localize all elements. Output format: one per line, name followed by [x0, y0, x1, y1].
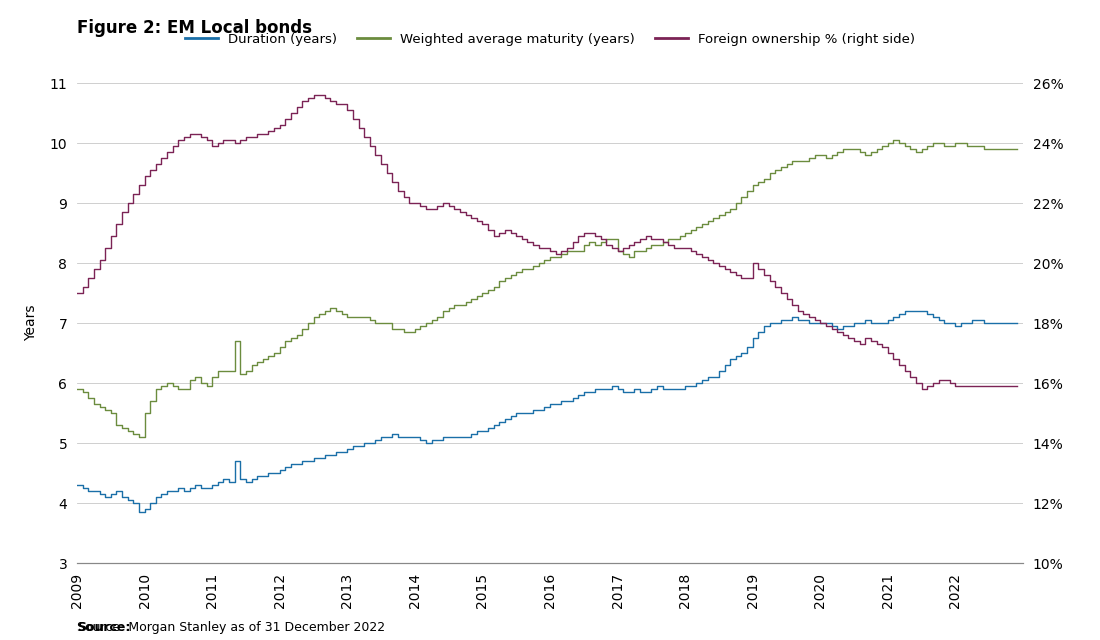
Text: Source:: Source: [77, 621, 131, 634]
Text: Figure 2: EM Local bonds: Figure 2: EM Local bonds [77, 19, 312, 37]
Y-axis label: Years: Years [24, 305, 38, 342]
Legend: Duration (years), Weighted average maturity (years), Foreign ownership % (right : Duration (years), Weighted average matur… [179, 28, 921, 51]
Text: Source: Morgan Stanley as of 31 December 2022: Source: Morgan Stanley as of 31 December… [77, 621, 385, 634]
